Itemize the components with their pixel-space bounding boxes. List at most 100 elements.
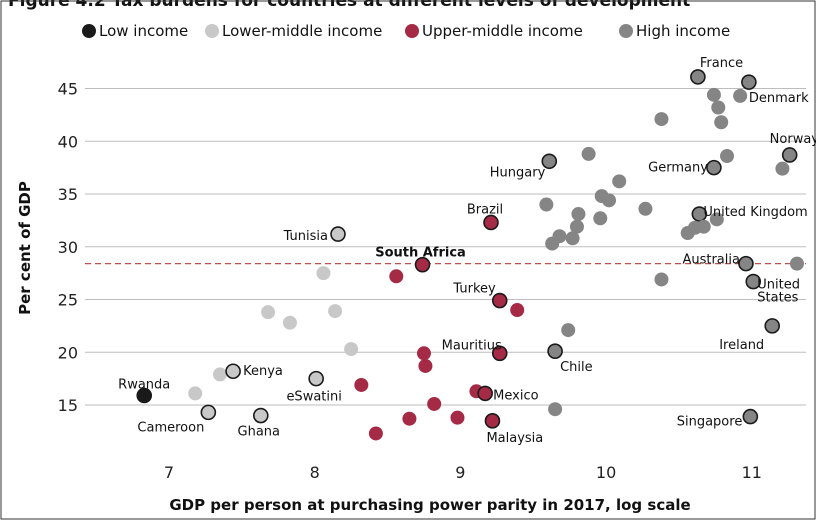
point-high-income [706,87,721,102]
point-label: Germany [648,161,708,176]
y-axis-title: Per cent of GDP [16,181,34,315]
point-high-income [706,159,722,176]
point-high-income [680,226,695,241]
y-tick-label: 25 [58,291,78,310]
x-tick-label: 8 [310,463,320,482]
point-label: Rwanda [118,378,170,393]
point-upper-middle-income [427,396,442,411]
point-high-income [690,69,706,85]
point-high-income [789,256,804,271]
legend-label: High income [636,22,730,40]
point-high-income [733,88,748,103]
point-lower-middle-income [212,367,227,382]
point-lower-middle-income [328,304,343,319]
point-label: Cameroon [137,420,204,435]
point-upper-middle-income [418,358,433,373]
point-upper-middle-income [368,426,383,441]
point-high-income [691,206,708,222]
point-low-income [136,387,153,404]
point-high-income [612,174,627,189]
point-upper-middle-income [416,346,431,361]
point-high-income [545,236,560,251]
point-high-income [711,100,726,115]
axis-ticks: 15 20 25 30 35 40 45 7 8 9 10 11 [58,80,762,483]
point-label: Turkey [452,282,496,297]
point-high-income [696,219,711,234]
legend-marker [405,24,419,38]
point-label: Denmark [749,91,809,106]
point-label-line: United [757,278,800,293]
point-label: Mexico [493,388,538,403]
x-axis-title: GDP per person at purchasing power parit… [169,496,690,514]
point-high-income [781,147,798,163]
point-high-income [541,153,558,170]
point-high-income [593,211,608,226]
point-upper-middle-income [450,410,465,425]
legend-marker [205,24,219,38]
point-high-income [638,201,653,216]
x-tick-label: 10 [596,463,616,482]
point-label: Hungary [490,165,546,180]
point-label: United States [757,278,800,306]
point-upper-middle-income [402,411,417,426]
y-tick-label: 40 [58,132,78,151]
x-tick-label: 7 [164,463,174,482]
legend-marker [82,24,96,38]
point-high-income [569,219,584,234]
point-lower-middle-income [282,315,297,330]
legend-marker [619,24,633,38]
point-label: Chile [560,360,593,375]
point-high-income [581,146,596,161]
point-label: Malaysia [486,431,543,446]
point-upper-middle-income [389,269,404,284]
point-lower-middle-income [330,226,346,242]
point-high-income [775,161,790,176]
data-points [136,69,804,441]
point-high-income [745,273,762,290]
legend-label: Lower-middle income [222,22,382,40]
x-tick-label: 9 [455,463,465,482]
point-high-income [548,402,563,417]
point-label-line: States [757,291,798,306]
point-label: United Kingdom [703,205,807,220]
point-label: Kenya [243,364,283,379]
point-high-income [738,255,754,272]
point-high-income [709,212,724,227]
x-tick-label: 11 [742,463,762,482]
point-label: eSwatini [286,390,341,405]
legend-label: Upper-middle income [422,22,583,40]
point-high-income [741,74,757,90]
point-label: South Africa [375,246,466,261]
point-high-income [742,408,759,425]
point-high-income [539,197,554,212]
point-upper-middle-income [414,256,431,273]
point-high-income [561,323,576,338]
point-labels: Rwanda Kenya Cameroon Ghana eSwatini Tunisia S… [118,56,816,446]
point-label: Ireland [719,338,764,353]
point-high-income [714,115,729,130]
point-label: France [700,56,743,71]
point-upper-middle-income [491,345,508,362]
point-upper-middle-income [510,303,525,318]
y-tick-label: 45 [58,80,78,99]
point-label: Mauritius [442,338,502,353]
figure-title: Figure 4.2 Tax burdens for countries at … [8,0,690,11]
point-upper-middle-income [484,413,501,429]
point-lower-middle-income [308,370,324,387]
point-lower-middle-income [344,342,359,357]
point-lower-middle-income [188,386,203,401]
point-label: Norway [770,132,816,147]
point-high-income [547,343,563,359]
point-upper-middle-income [477,385,493,402]
point-label: Ghana [238,425,281,440]
point-high-income [565,231,580,246]
point-lower-middle-income [316,266,331,281]
point-lower-middle-income [261,305,276,320]
point-label: Singapore [677,415,743,430]
point-upper-middle-income [354,377,369,392]
point-label: Tunisia [283,229,328,244]
point-high-income [602,193,617,208]
